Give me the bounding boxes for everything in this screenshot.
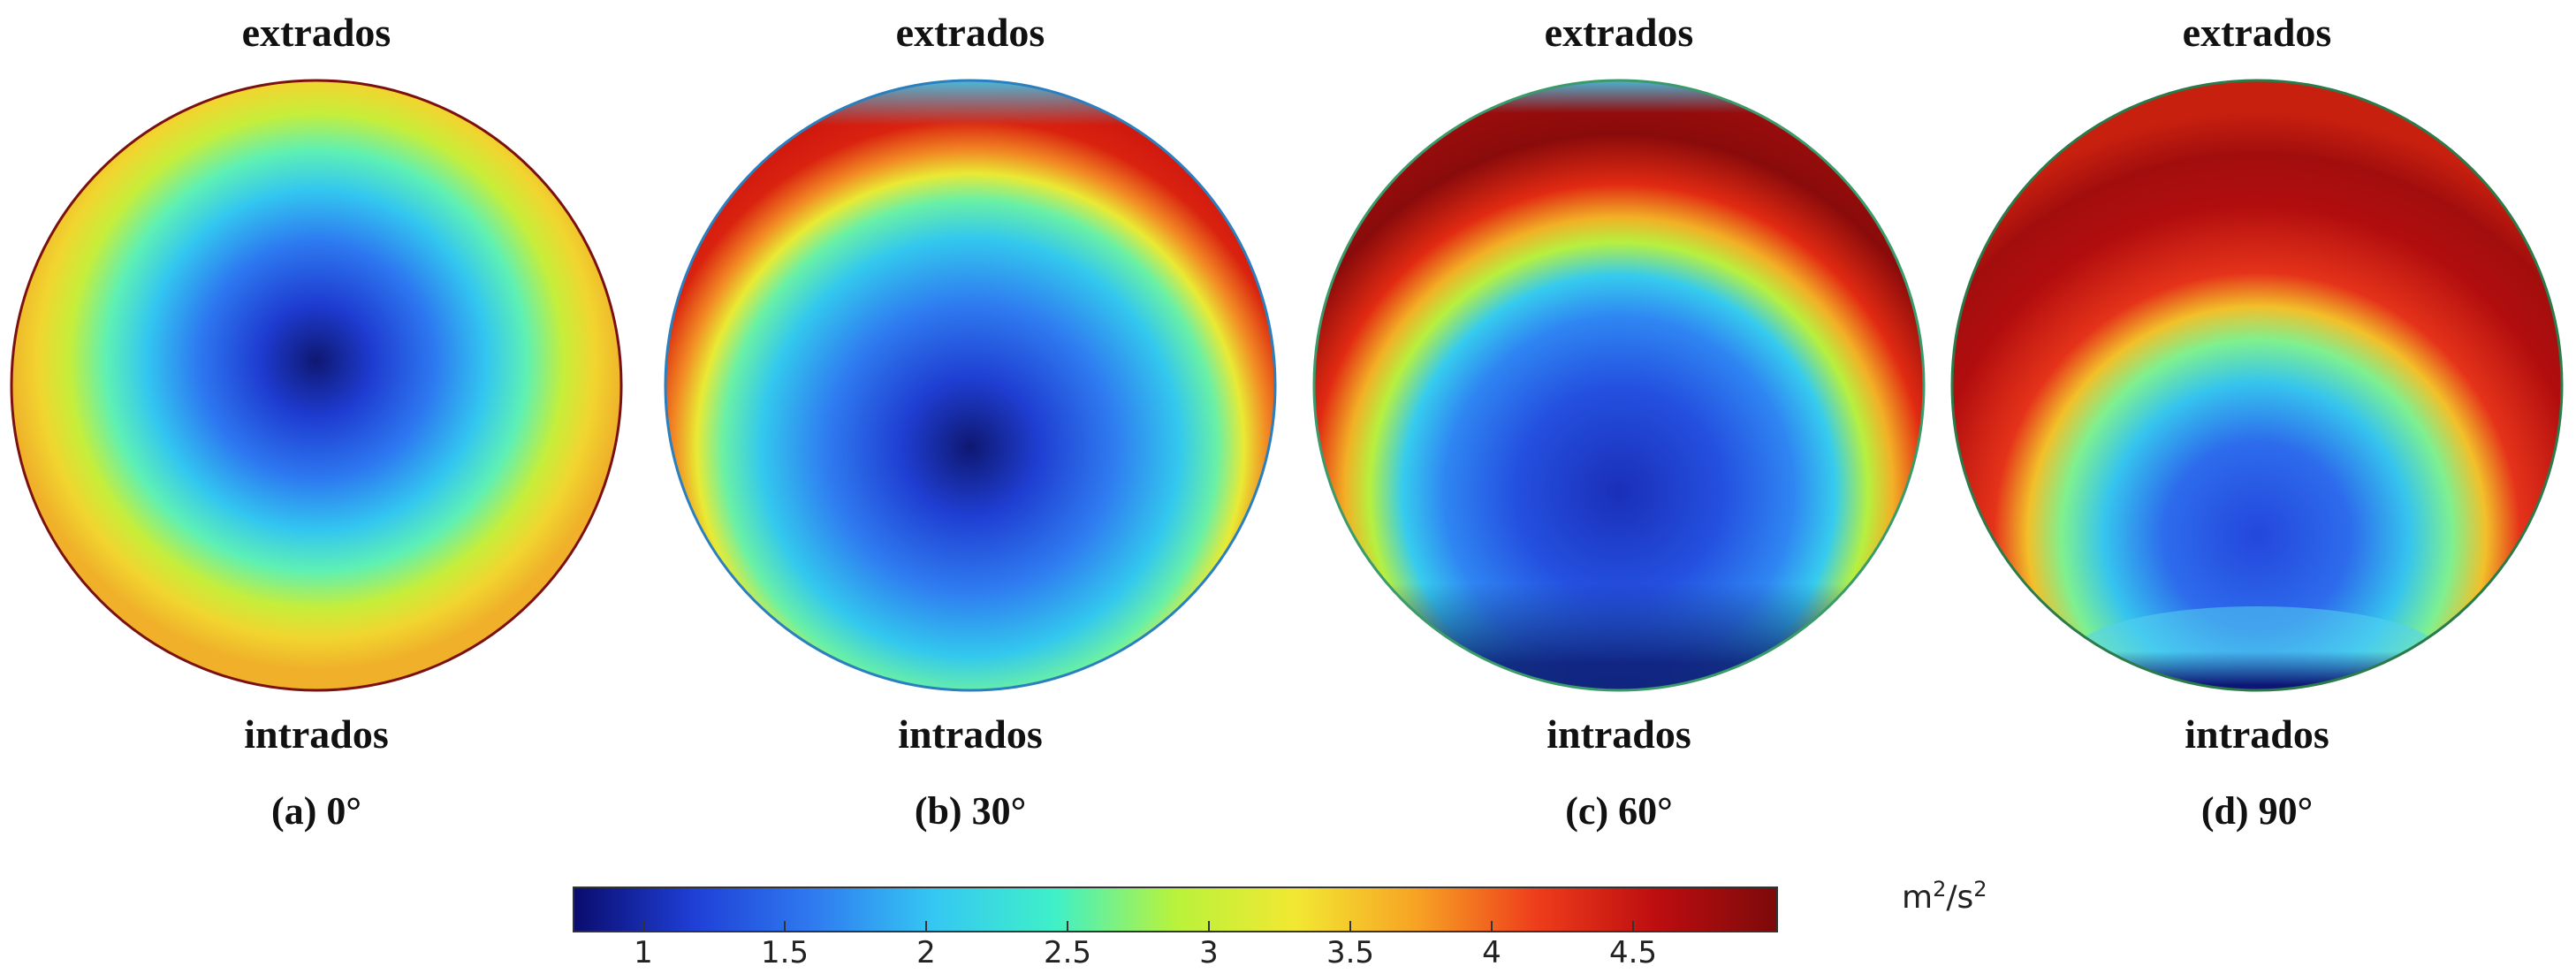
intrados-label: intrados — [898, 711, 1043, 757]
colorbar-tick-label: 3.5 — [1326, 935, 1375, 970]
intrados-label: intrados — [1546, 711, 1691, 757]
colorbar-tick-label: 1.5 — [760, 935, 809, 970]
panel-caption: (c) 60° — [1565, 789, 1673, 833]
colorbar-tick-label: 4.5 — [1608, 935, 1658, 970]
colorbar-tick-label: 3 — [1199, 935, 1219, 970]
colorbar-tick-label: 4 — [1482, 935, 1501, 970]
contour-disc-90deg — [1950, 79, 2564, 692]
colorbar-unit: m2/s2 — [1902, 877, 1987, 916]
panel-b: extrados i — [661, 0, 1280, 848]
colorbar-tick-label: 1 — [634, 935, 653, 970]
intrados-label: intrados — [244, 711, 389, 757]
contour-disc-0deg — [10, 79, 623, 692]
colorbar-gradient — [573, 886, 1778, 932]
intrados-label: intrados — [2185, 711, 2329, 757]
extrados-label: extrados — [1544, 10, 1694, 55]
panel-a: extrados intrados (a) 0° — [7, 0, 626, 848]
panel-d: extrados int — [1948, 0, 2566, 848]
colorbar-tick-label: 2.5 — [1043, 935, 1092, 970]
colorbar-tick-label: 2 — [916, 935, 936, 970]
extrados-label: extrados — [895, 10, 1045, 55]
contour-disc-60deg — [1312, 79, 1926, 692]
panel-caption: (d) 90° — [2200, 789, 2314, 833]
panel-caption: (a) 0° — [271, 789, 361, 833]
extrados-label: extrados — [2182, 10, 2332, 55]
extrados-label: extrados — [241, 10, 391, 55]
colorbar: 1 1.5 2 2.5 3 3.5 4 4.5 — [573, 886, 1778, 974]
panel-caption: (b) 30° — [914, 789, 1027, 833]
panel-c: extrados — [1310, 0, 1928, 848]
contour-disc-30deg — [664, 79, 1277, 692]
